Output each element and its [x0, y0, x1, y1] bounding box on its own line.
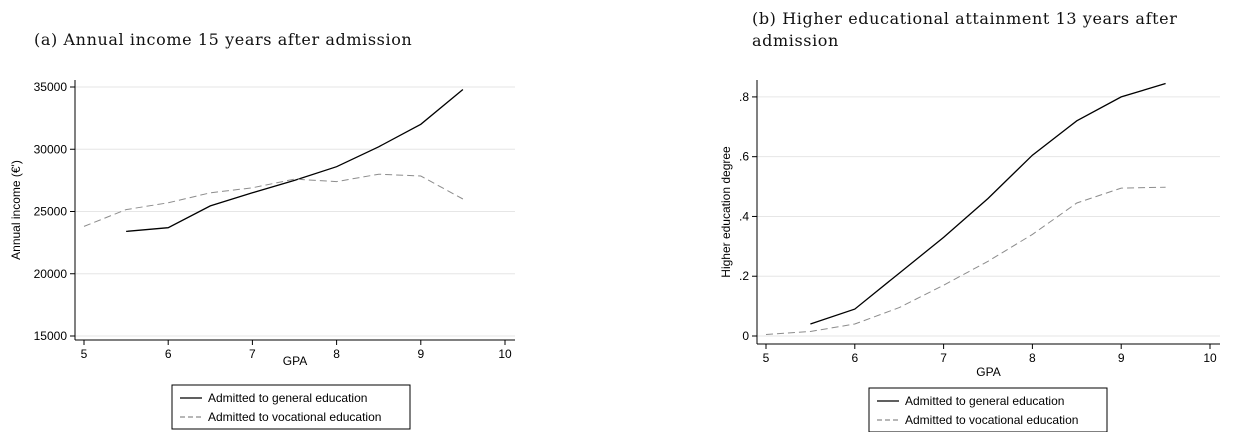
x-tick-label: 6 [851, 351, 858, 365]
x-tick-label: 10 [498, 347, 512, 361]
legend-label: Admitted to vocational education [208, 410, 381, 424]
legend-box [171, 384, 411, 430]
y-tick-label: 0 [742, 329, 749, 343]
chart-a: 15000 20000 25000 30000 35000 5 6 7 8 9 10 GPA Annua… [9, 80, 515, 430]
chart-b: 0 .2 .4 .6 .8 5 6 7 8 9 10 GPA Higher education degr… [719, 80, 1220, 432]
y-tick-label: .2 [739, 269, 749, 283]
x-tick-label: 8 [333, 347, 340, 361]
series-line-general [810, 82, 1166, 325]
chart-a-title: (a) Annual income 15 years after admissi… [34, 30, 413, 49]
series-line-vocational [765, 186, 1166, 335]
series-line-general [126, 88, 464, 233]
y-tick-label: .4 [739, 209, 749, 223]
x-tick-label: 5 [81, 347, 88, 361]
x-tick-label: 10 [1203, 351, 1217, 365]
x-tick-label: 9 [1118, 351, 1125, 365]
legend-label: Admitted to vocational education [905, 413, 1078, 427]
y-tick-label: 25000 [34, 205, 68, 219]
legend: Admitted to general education Admitted to… [171, 384, 411, 430]
y-axis-title: Higher education degree [719, 146, 733, 278]
y-tick-label: 15000 [34, 329, 68, 343]
x-tick-label: 8 [1029, 351, 1036, 365]
y-tick-label: 35000 [34, 80, 68, 94]
x-tick-label: 9 [417, 347, 424, 361]
legend: Admitted to general education Admitted to… [868, 387, 1108, 432]
y-tick-label: 30000 [34, 142, 68, 156]
legend-label: Admitted to general education [905, 394, 1064, 408]
series-line-vocational [83, 173, 464, 227]
x-tick-label: 7 [249, 347, 256, 361]
legend-box [868, 387, 1108, 432]
y-tick-label: 20000 [34, 267, 68, 281]
x-tick-label: 5 [763, 351, 770, 365]
x-axis-title: GPA [976, 365, 1000, 379]
legend-label: Admitted to general education [208, 391, 367, 405]
y-tick-label: .6 [739, 150, 749, 164]
y-tick-label: .8 [739, 90, 749, 104]
x-tick-label: 6 [165, 347, 172, 361]
chart-b-title: (b) Higher educational attainment 13 yea… [752, 9, 1178, 50]
y-axis-title: Annual income (€') [9, 160, 23, 260]
x-tick-label: 7 [940, 351, 947, 365]
x-axis-title: GPA [283, 354, 307, 368]
